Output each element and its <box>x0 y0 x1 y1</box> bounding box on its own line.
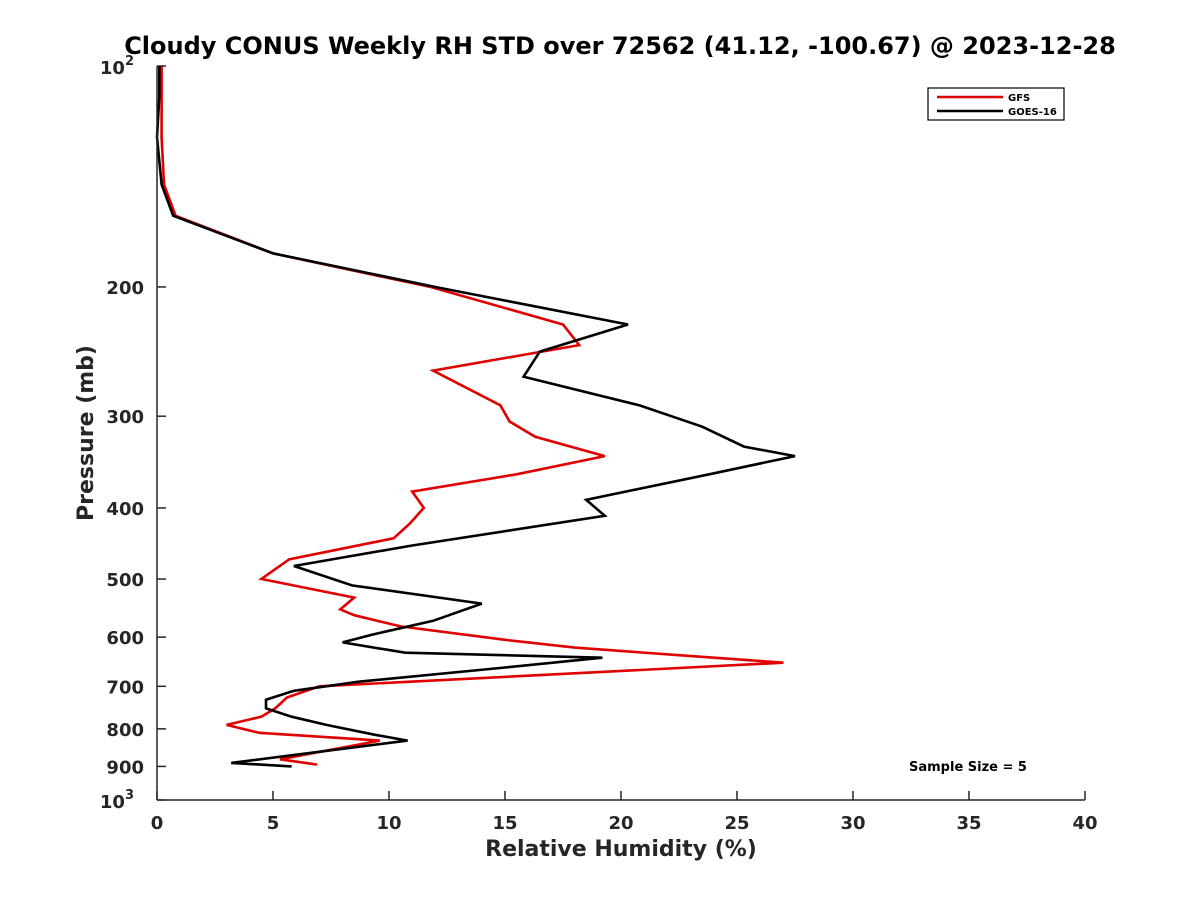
y-tick-label: 900 <box>106 757 144 778</box>
series-line-gfs <box>160 66 784 766</box>
x-tick-label: 5 <box>267 813 280 834</box>
y-tick-label: 102 <box>100 54 134 79</box>
y-tick-exponent: 3 <box>125 788 134 803</box>
legend-label: GFS <box>1008 93 1030 104</box>
plot-background <box>157 66 1085 800</box>
sample-size-annotation: Sample Size = 5 <box>909 760 1027 775</box>
x-tick-label: 15 <box>492 813 517 834</box>
x-tick-label: 10 <box>376 813 401 834</box>
y-tick-label: 103 <box>100 788 134 813</box>
legend-label: GOES-16 <box>1008 107 1057 118</box>
y-axis-label: Pressure (mb) <box>74 345 99 521</box>
y-tick-label: 400 <box>106 499 144 520</box>
x-tick-label: 20 <box>608 813 633 834</box>
legend: GFS GOES-16 <box>927 87 1065 121</box>
x-axis-label: Relative Humidity (%) <box>485 837 757 862</box>
x-axis-ticks: 0 5 10 15 20 25 30 35 40 <box>151 791 1098 834</box>
y-tick-label: 600 <box>106 628 144 649</box>
series-layer <box>155 66 796 768</box>
y-tick-label: 700 <box>106 677 144 698</box>
y-tick-base: 10 <box>100 58 125 79</box>
y-tick-label: 500 <box>106 570 144 591</box>
legend-box <box>927 87 1065 121</box>
plot-area <box>157 66 1085 800</box>
x-tick-label: 40 <box>1072 813 1097 834</box>
x-tick-label: 35 <box>956 813 981 834</box>
y-tick-label: 300 <box>106 407 144 428</box>
series-line-goes-16 <box>155 66 796 768</box>
y-tick-label: 800 <box>106 720 144 741</box>
y-tick-label: 200 <box>106 278 144 299</box>
x-tick-label: 30 <box>840 813 865 834</box>
x-tick-label: 0 <box>151 813 164 834</box>
chart-title: Cloudy CONUS Weekly RH STD over 72562 (4… <box>124 32 1116 60</box>
x-tick-label: 25 <box>724 813 749 834</box>
y-tick-exponent: 2 <box>125 54 134 69</box>
y-tick-base: 10 <box>100 792 125 813</box>
